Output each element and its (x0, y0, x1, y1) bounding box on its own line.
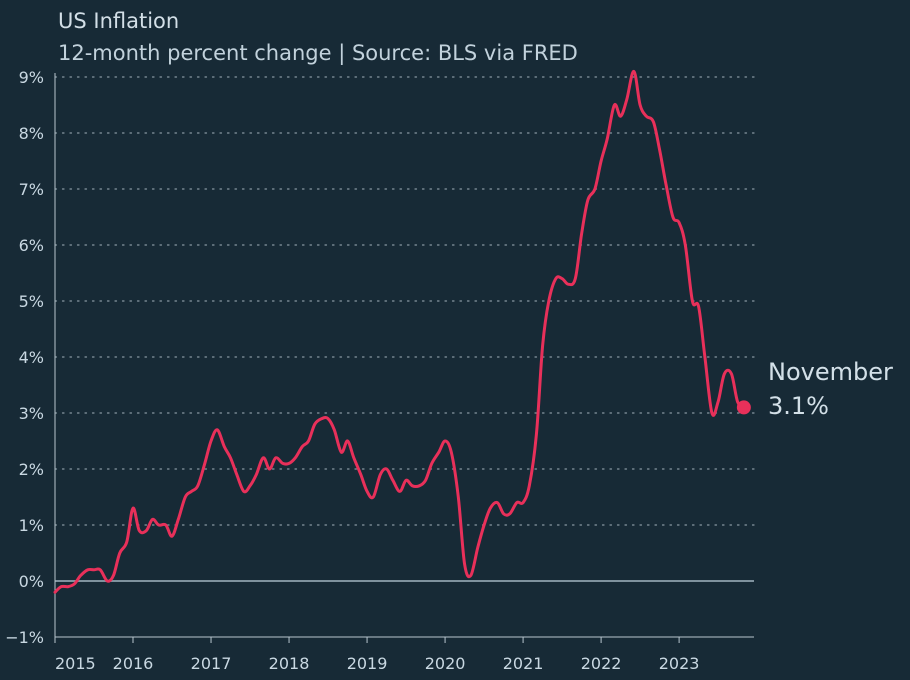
x-tick-label: 2021 (503, 654, 544, 673)
x-tick-label: 2020 (425, 654, 466, 673)
inflation-line (53, 69, 746, 594)
y-tick-label: 6% (19, 236, 44, 255)
annotation-value: 3.1% (768, 392, 829, 420)
y-tick-label: 8% (19, 124, 44, 143)
y-tick-label: 3% (19, 404, 44, 423)
y-tick-label: 4% (19, 348, 44, 367)
axes: −1% 0% 1% 2% 3% 4% 5% 6% 7% 8% 9% 2015 2016 2017 2018 2… (5, 68, 754, 673)
latest-point-marker (736, 400, 751, 415)
x-tick-label: 2016 (113, 654, 154, 673)
y-tick-label: 1% (19, 516, 44, 535)
y-tick-label: 9% (19, 68, 44, 87)
x-tick-label: 2017 (191, 654, 232, 673)
x-tick-label: 2019 (347, 654, 388, 673)
y-tick-label: 7% (19, 180, 44, 199)
y-tick-label: 0% (19, 572, 44, 591)
annotation: November 3.1% (736, 358, 893, 420)
x-tick-label: 2022 (581, 654, 622, 673)
y-tick-label: 2% (19, 460, 44, 479)
chart-title: US Inflation (58, 9, 180, 33)
x-tick-label: 2015 (55, 654, 96, 673)
chart-subtitle: 12-month percent change | Source: BLS vi… (58, 41, 578, 65)
series-layer (53, 69, 746, 594)
y-tick-label: 5% (19, 292, 44, 311)
y-tick-label: −1% (5, 628, 44, 647)
gridlines (54, 76, 755, 582)
annotation-month: November (768, 358, 893, 386)
x-tick-label: 2023 (659, 654, 700, 673)
x-tick-label: 2018 (269, 654, 310, 673)
